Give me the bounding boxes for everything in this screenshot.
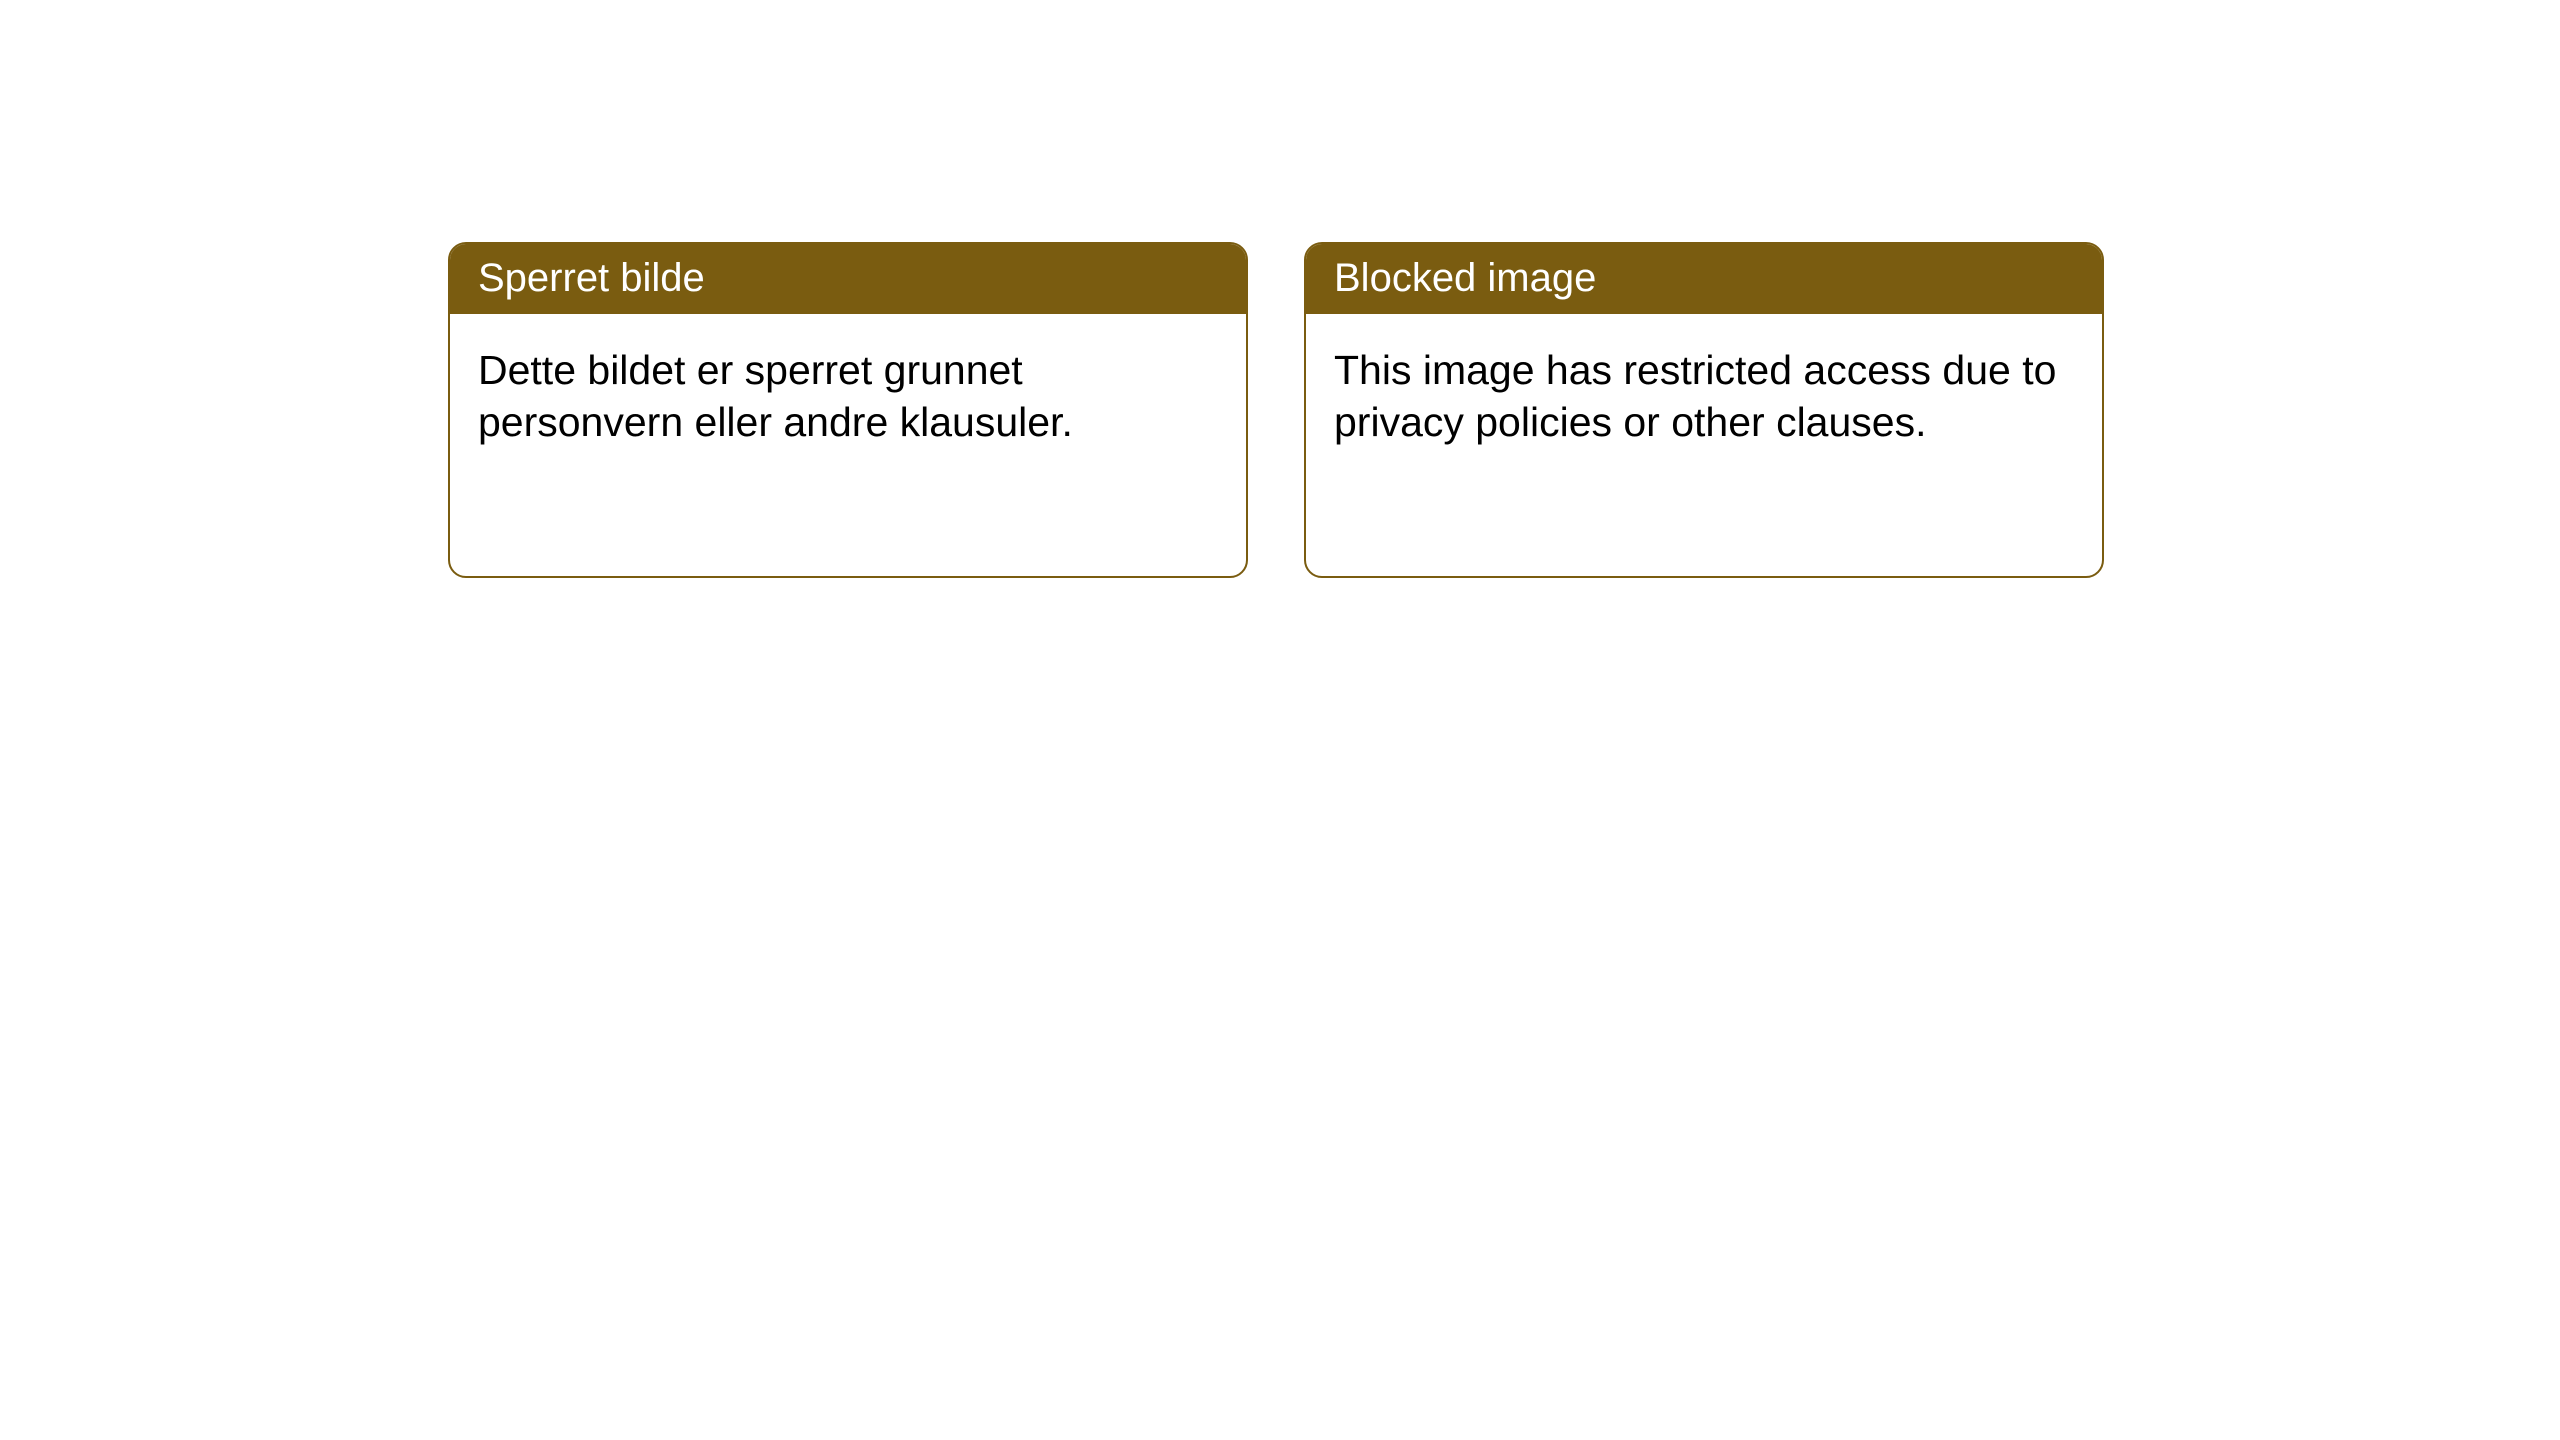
card-body-text: This image has restricted access due to … xyxy=(1334,347,2056,445)
card-header: Sperret bilde xyxy=(450,244,1246,314)
notice-card-english: Blocked image This image has restricted … xyxy=(1304,242,2104,578)
notice-card-norwegian: Sperret bilde Dette bildet er sperret gr… xyxy=(448,242,1248,578)
card-body: Dette bildet er sperret grunnet personve… xyxy=(450,314,1246,479)
card-title: Sperret bilde xyxy=(478,256,705,300)
notice-cards-container: Sperret bilde Dette bildet er sperret gr… xyxy=(448,242,2104,578)
card-title: Blocked image xyxy=(1334,256,1596,300)
card-header: Blocked image xyxy=(1306,244,2102,314)
card-body: This image has restricted access due to … xyxy=(1306,314,2102,479)
card-body-text: Dette bildet er sperret grunnet personve… xyxy=(478,347,1073,445)
